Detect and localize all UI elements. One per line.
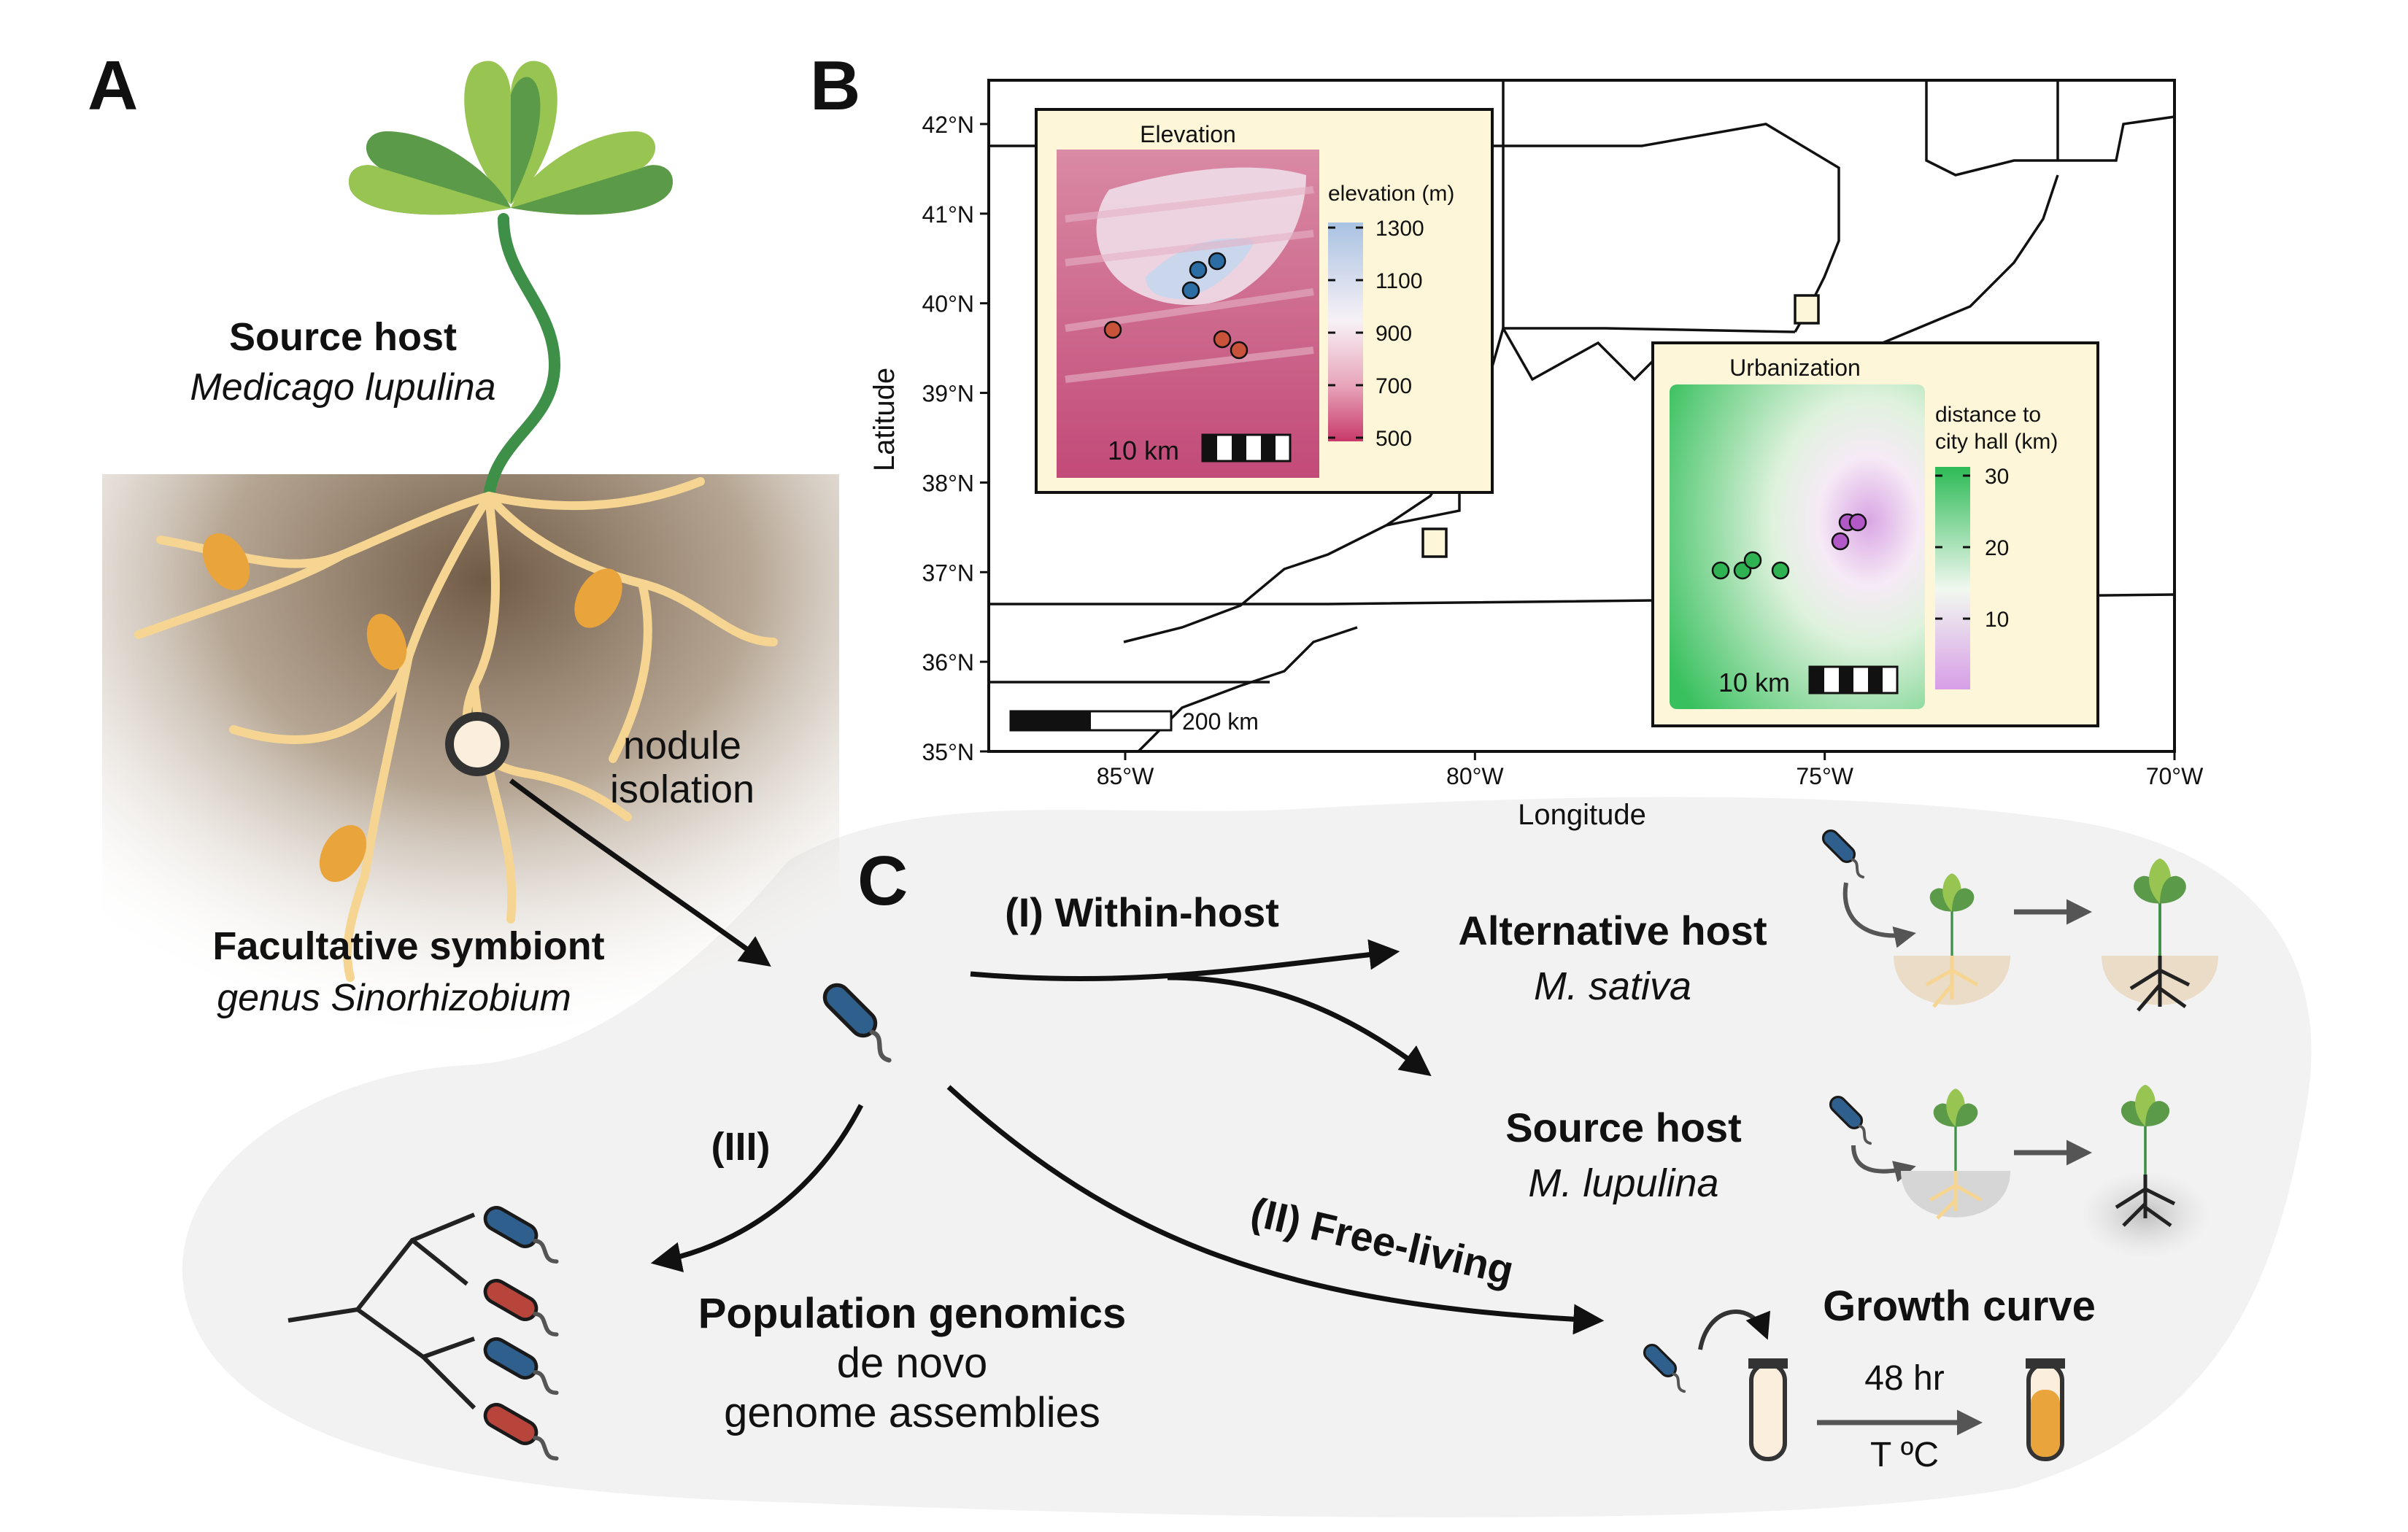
isolated-nodule-marker xyxy=(445,712,509,776)
x-tick-label: 85°W xyxy=(1097,763,1154,789)
growth-curve-setup xyxy=(1640,1309,2065,1461)
urbanization-legend-title-2: city hall (km) xyxy=(1935,430,2058,454)
nodule-label-line2: isolation xyxy=(610,767,755,811)
source-host-species-c: M. lupulina xyxy=(1528,1161,1718,1205)
urbanization-inset-title: Urbanization xyxy=(1729,355,1861,381)
alt-host-species: M. sativa xyxy=(1534,964,1691,1008)
alt-host-title: Alternative host xyxy=(1458,908,1767,953)
root-nodules xyxy=(202,533,622,882)
urbanization-scale-bar xyxy=(1808,665,1899,695)
arrow-to-growth-curve xyxy=(946,1085,1605,1335)
elevation-legend-tick-label: 500 xyxy=(1375,427,1412,451)
urbanization-legend-tick-label: 10 xyxy=(1985,608,2009,632)
site-box-urban xyxy=(1794,294,1820,325)
culture-tube-end xyxy=(2026,1358,2065,1461)
urbanization-legend-ticks: 30 20 10 xyxy=(1935,465,2009,632)
y-tick-label: 36°N xyxy=(922,649,975,676)
low-elevation-sites xyxy=(1103,320,1249,360)
panel-c-label: C xyxy=(857,842,908,920)
y-tick-label: 35°N xyxy=(922,739,975,765)
elevation-legend-tick-label: 1300 xyxy=(1375,217,1424,241)
urbanization-legend-title-1: distance to xyxy=(1935,403,2041,427)
growth-curve-title: Growth curve xyxy=(1823,1283,2096,1330)
urbanization-scale-label: 10 km xyxy=(1718,668,1790,697)
y-tick-label: 39°N xyxy=(922,381,975,407)
x-axis-ticks: 85°W 80°W 75°W 70°W xyxy=(1097,751,2204,789)
plant-stem xyxy=(483,213,561,502)
y-tick-label: 38°N xyxy=(922,470,975,496)
elevation-inset: Elevation 10 km elevation (m) 1300 1100 90… xyxy=(1035,108,1494,494)
isolation-arrow xyxy=(509,778,771,967)
elevation-highland xyxy=(1096,167,1306,306)
growth-time-label: 48 hr xyxy=(1864,1359,1944,1398)
x-axis-label: Longitude xyxy=(1518,799,1646,831)
high-elevation-sites xyxy=(1181,252,1227,300)
arrow-to-source-host xyxy=(1167,975,1432,1077)
genomics-line3: genome assemblies xyxy=(724,1389,1100,1436)
genomics-title: Population genomics xyxy=(698,1290,1127,1337)
symbiont-genus: genus Sinorhizobium xyxy=(217,977,571,1019)
arrow-to-genomics xyxy=(650,1104,864,1272)
elevation-legend-tick-label: 1100 xyxy=(1375,269,1423,293)
urban-sites xyxy=(1831,513,1867,551)
x-tick-label: 70°W xyxy=(2146,763,2204,789)
elevation-scale-label: 10 km xyxy=(1108,436,1179,465)
y-tick-label: 41°N xyxy=(922,201,975,228)
elevation-legend-tick-label: 700 xyxy=(1375,374,1412,398)
phylogeny-tree xyxy=(288,1212,476,1410)
genomics-line2: de novo xyxy=(837,1339,987,1387)
panel-b-label: B xyxy=(810,47,860,125)
y-tick-label: 42°N xyxy=(922,112,975,138)
urbanization-legend-bar xyxy=(1935,467,1970,689)
elevation-legend-title: elevation (m) xyxy=(1328,182,1454,206)
y-axis-label: Latitude xyxy=(868,368,900,471)
elevation-legend-tick-label: 900 xyxy=(1375,322,1412,346)
urbanization-raster xyxy=(1670,384,1925,709)
arrow-to-alt-host xyxy=(970,939,1400,982)
source-host-title-c: Source host xyxy=(1505,1104,1742,1150)
clover-leaves xyxy=(349,61,673,215)
panel-a-label: A xyxy=(88,47,138,125)
y-axis-ticks: 42°N 41°N 40°N 39°N 38°N 37°N 36°N 35°N xyxy=(922,112,989,765)
source-host-title: Source host xyxy=(229,315,457,359)
urbanization-legend-tick-label: 30 xyxy=(1985,465,2009,489)
growth-temp-label: T ºC xyxy=(1870,1436,1939,1474)
source-host-inoculation xyxy=(1826,1083,2211,1258)
urbanization-inset: Urbanization 10 km distance to city hall… xyxy=(1651,341,2099,727)
genomics-branch-label: (III) xyxy=(711,1125,771,1169)
nodule-label-line1: nodule xyxy=(623,724,741,767)
y-tick-label: 40°N xyxy=(922,291,975,317)
site-box-elevation xyxy=(1421,527,1448,558)
rural-sites xyxy=(1711,551,1790,580)
x-tick-label: 80°W xyxy=(1446,763,1504,789)
elevation-scale-bar xyxy=(1201,433,1292,463)
elevation-inset-title: Elevation xyxy=(1140,121,1236,147)
culture-tube-start xyxy=(1748,1358,1788,1461)
map-scale-bar: 200 km xyxy=(1009,708,1259,735)
scale-bar-label: 200 km xyxy=(1182,708,1259,735)
source-host-species: Medicago lupulina xyxy=(190,366,495,409)
alt-host-inoculation xyxy=(1818,826,2218,1012)
within-host-label: (I) Within-host xyxy=(1005,889,1279,935)
elevation-legend-ticks: 1300 1100 900 700 500 xyxy=(1328,217,1424,451)
symbiont-title: Facultative symbiont xyxy=(212,924,604,968)
x-tick-label: 75°W xyxy=(1796,763,1853,789)
y-tick-label: 37°N xyxy=(922,560,975,586)
urbanization-legend-tick-label: 20 xyxy=(1985,536,2009,560)
